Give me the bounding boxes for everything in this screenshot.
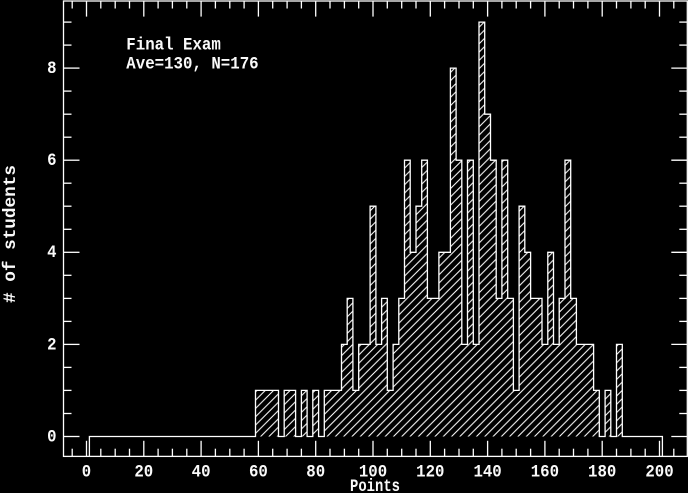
svg-text:0: 0 <box>82 463 91 483</box>
svg-text:6: 6 <box>47 151 56 171</box>
svg-text:Points: Points <box>350 477 400 493</box>
svg-text:60: 60 <box>249 463 268 483</box>
svg-text:160: 160 <box>531 463 559 483</box>
svg-text:Final Exam: Final Exam <box>126 35 221 55</box>
svg-text:40: 40 <box>192 463 211 483</box>
svg-text:# of students: # of students <box>1 165 21 303</box>
svg-text:80: 80 <box>306 463 325 483</box>
svg-text:120: 120 <box>416 463 444 483</box>
svg-text:180: 180 <box>588 463 616 483</box>
svg-text:4: 4 <box>47 243 56 263</box>
svg-text:100: 100 <box>359 463 387 483</box>
svg-text:20: 20 <box>134 463 153 483</box>
svg-text:200: 200 <box>645 463 673 483</box>
svg-text:140: 140 <box>473 463 501 483</box>
svg-text:8: 8 <box>47 59 56 79</box>
svg-text:Ave=130, N=176: Ave=130, N=176 <box>126 54 258 74</box>
svg-text:0: 0 <box>47 427 56 447</box>
svg-text:2: 2 <box>47 335 56 355</box>
